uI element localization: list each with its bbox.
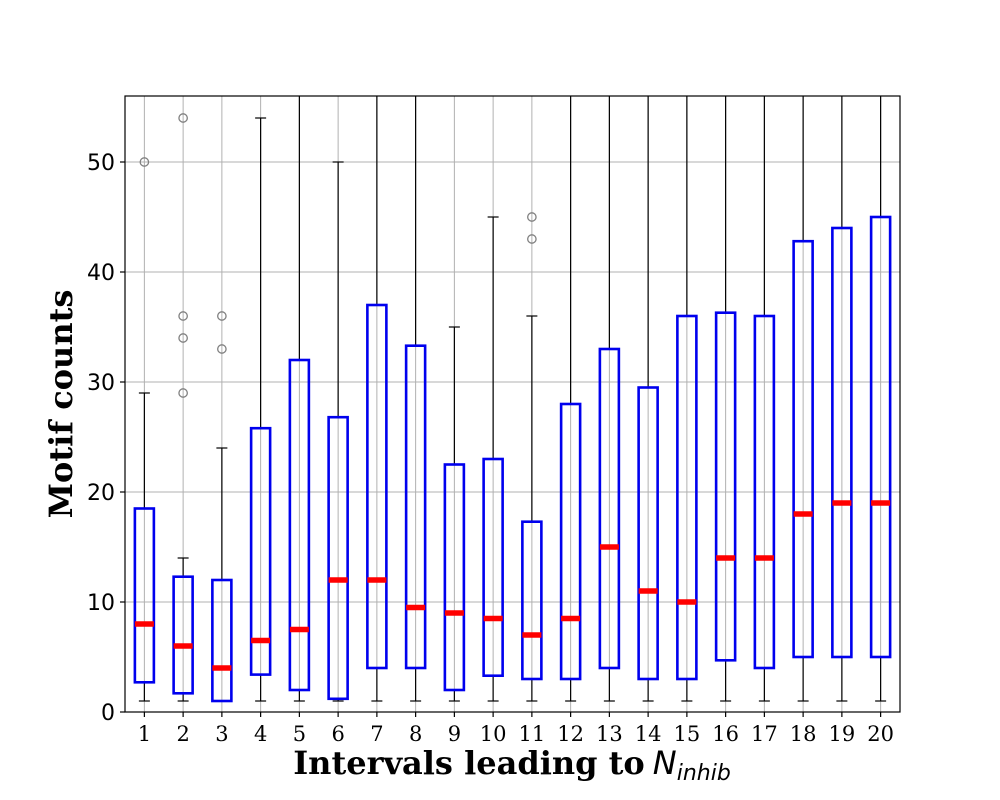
plot-frame <box>124 95 901 713</box>
box-group-4 <box>249 117 272 702</box>
plot-background <box>125 96 900 712</box>
iqr-box-20 <box>869 215 892 659</box>
box-group-2 <box>172 113 194 702</box>
iqr-box-19 <box>831 226 853 659</box>
y-axis-label: Motif counts <box>42 290 80 519</box>
x-tick-label-1: 1 <box>138 722 151 746</box>
box-group-5 <box>288 96 311 702</box>
outlier-3-0 <box>217 344 227 354</box>
box-group-1 <box>133 157 156 702</box>
box-group-15 <box>676 96 698 702</box>
box-group-9 <box>443 326 466 702</box>
x-tick-label-8: 8 <box>409 722 422 746</box>
iqr-box-12 <box>559 402 582 681</box>
x-tick-label-6: 6 <box>331 722 344 746</box>
outlier-2-2 <box>178 311 188 321</box>
iqr-box-7 <box>366 303 388 670</box>
box-group-11 <box>521 212 543 702</box>
x-axis-label-text: Intervals leading to <box>293 744 645 782</box>
box-group-3 <box>211 311 233 703</box>
x-tick-label-7: 7 <box>370 722 383 746</box>
box-group-19 <box>831 96 853 702</box>
y-tick-label-0: 0 <box>101 701 115 726</box>
outlier-1-0 <box>139 157 150 167</box>
x-axis-label-subscript: inhib <box>677 761 731 786</box>
outlier-3-1 <box>217 311 227 321</box>
iqr-box-9 <box>443 463 466 692</box>
iqr-box-5 <box>288 358 311 692</box>
box-group-17 <box>753 96 776 702</box>
x-tick-label-9: 9 <box>448 722 461 746</box>
x-tick-label-14: 14 <box>635 722 662 746</box>
y-tick-label-30: 30 <box>87 371 115 396</box>
y-tick-label-10: 10 <box>87 591 115 616</box>
outlier-2-3 <box>178 113 188 123</box>
outlier-11-1 <box>527 212 537 222</box>
box-group-20 <box>869 96 892 702</box>
y-tick-label-20: 20 <box>87 481 115 506</box>
iqr-box-3 <box>211 578 233 703</box>
box-group-10 <box>482 216 504 702</box>
x-tick-label-10: 10 <box>480 722 507 746</box>
x-tick-label-16: 16 <box>712 722 739 746</box>
x-tick-label-4: 4 <box>254 722 267 746</box>
outlier-2-1 <box>178 333 188 343</box>
x-axis-label: Intervals leading to Ninhib <box>293 744 731 786</box>
iqr-box-15 <box>676 314 698 681</box>
box-layer <box>133 96 892 703</box>
iqr-box-8 <box>404 344 427 670</box>
x-tick-label-13: 13 <box>596 722 623 746</box>
box-group-16 <box>714 96 737 702</box>
outlier-11-0 <box>527 234 537 244</box>
box-group-13 <box>598 96 621 702</box>
x-axis-label-symbol: N <box>653 744 677 782</box>
x-tick-label-18: 18 <box>790 722 817 746</box>
y-tick-label-40: 40 <box>87 261 115 286</box>
iqr-box-1 <box>133 507 156 684</box>
iqr-box-6 <box>327 415 349 701</box>
x-tick-label-19: 19 <box>829 722 856 746</box>
box-group-14 <box>637 96 659 702</box>
iqr-box-16 <box>714 311 737 662</box>
y-tick-label-50: 50 <box>87 151 115 176</box>
box-group-7 <box>366 96 388 702</box>
iqr-box-14 <box>637 386 659 681</box>
x-tick-label-17: 17 <box>751 722 778 746</box>
box-group-8 <box>404 96 427 702</box>
iqr-box-4 <box>249 426 272 676</box>
x-tick-label-20: 20 <box>867 722 894 746</box>
x-tick-label-12: 12 <box>557 722 584 746</box>
x-tick-label-5: 5 <box>293 722 306 746</box>
box-group-12 <box>559 96 582 702</box>
iqr-box-10 <box>482 457 504 677</box>
x-tick-label-3: 3 <box>215 722 228 746</box>
iqr-box-13 <box>598 347 621 670</box>
box-group-18 <box>792 96 814 702</box>
x-tick-label-11: 11 <box>519 722 546 746</box>
outlier-2-0 <box>178 388 188 398</box>
iqr-box-18 <box>792 239 814 659</box>
iqr-box-17 <box>753 314 776 670</box>
iqr-box-11 <box>521 520 543 681</box>
x-tick-label-2: 2 <box>176 722 189 746</box>
x-tick-label-15: 15 <box>674 722 701 746</box>
iqr-box-2 <box>172 575 194 695</box>
box-group-6 <box>327 161 349 702</box>
